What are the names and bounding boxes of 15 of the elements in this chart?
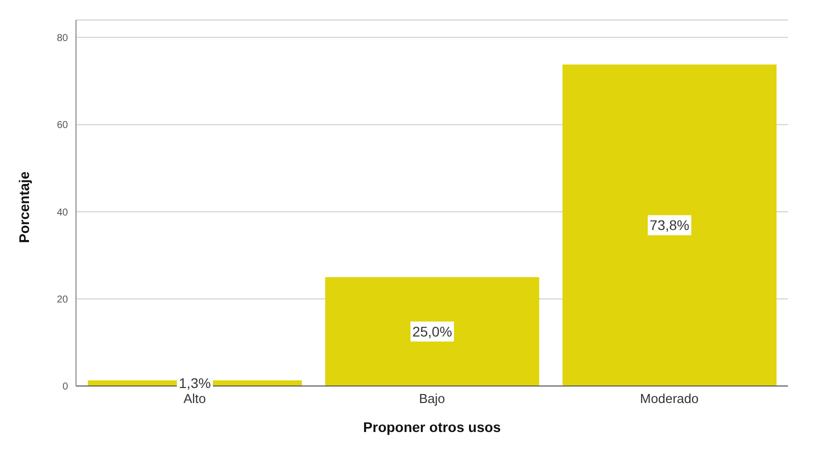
data-label: 25,0% [412,324,452,340]
y-tick-label: 40 [56,207,68,218]
bar [325,277,540,386]
y-tick-label: 0 [62,382,68,393]
x-tick-label: Alto [183,391,206,406]
x-tick-label: Moderado [640,391,699,406]
data-label: 1,3% [178,375,211,392]
x-tick-label: Bajo [418,391,446,406]
y-tick-label: 20 [56,294,68,306]
bar [562,64,777,386]
y-tick-label: 60 [56,120,68,132]
y-tick-label: 80 [56,32,68,44]
data-label: 73,8% [650,217,690,234]
y-axis-title: Porcentaje [16,171,32,243]
x-axis-title: Proponer otros usos [363,419,502,435]
